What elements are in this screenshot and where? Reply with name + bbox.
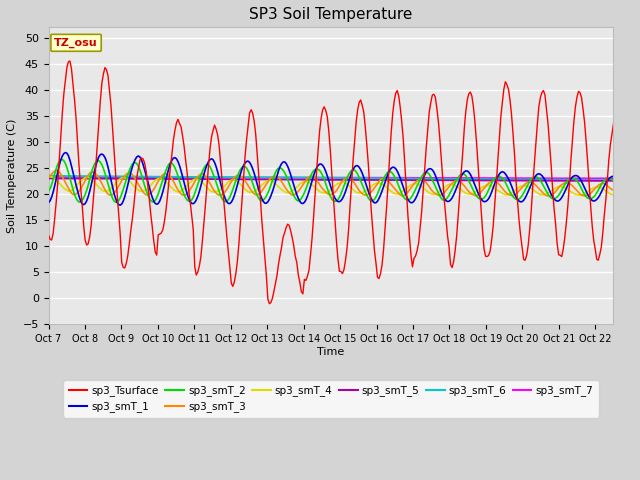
X-axis label: Time: Time [317, 347, 345, 357]
Y-axis label: Soil Temperature (C): Soil Temperature (C) [7, 119, 17, 233]
Text: TZ_osu: TZ_osu [54, 37, 98, 48]
Title: SP3 Soil Temperature: SP3 Soil Temperature [250, 7, 413, 22]
Legend: sp3_Tsurface, sp3_smT_1, sp3_smT_2, sp3_smT_3, sp3_smT_4, sp3_smT_5, sp3_smT_6, : sp3_Tsurface, sp3_smT_1, sp3_smT_2, sp3_… [63, 380, 598, 418]
